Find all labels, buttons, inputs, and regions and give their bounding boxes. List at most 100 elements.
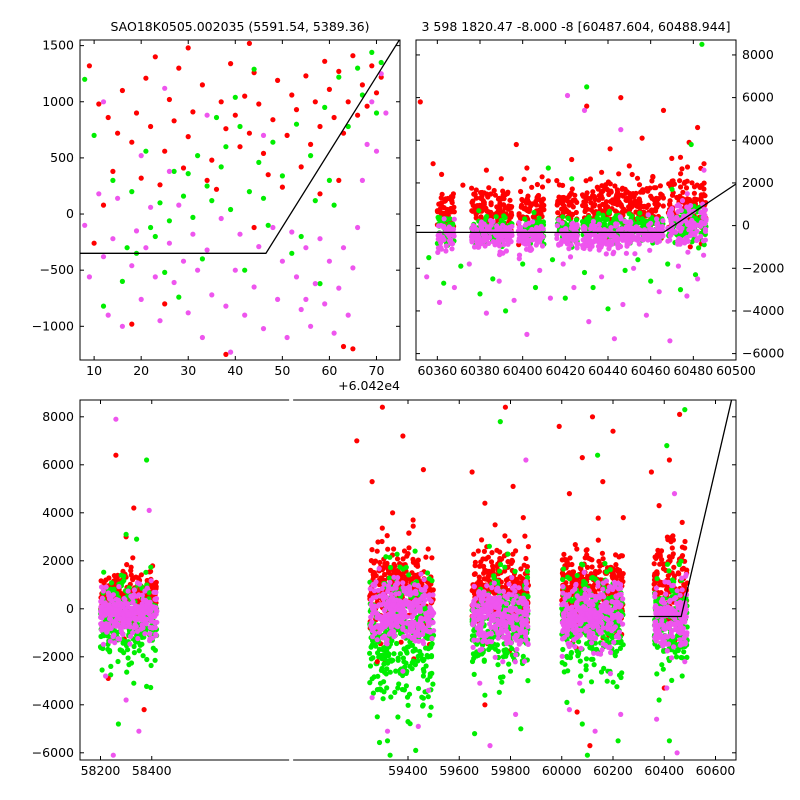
data-point [701,167,707,173]
data-point [115,130,121,136]
data-point [481,658,487,664]
data-point [669,677,675,684]
data-point [539,200,545,206]
data-point [355,112,361,118]
data-point [572,225,578,231]
data-point [589,232,595,238]
data-point [657,183,664,189]
data-point [384,685,390,691]
data-point [152,233,158,240]
data-point [677,241,683,247]
data-point [232,267,238,273]
data-point [331,202,337,208]
data-point [326,86,332,92]
data-point [260,195,267,201]
data-point [289,92,295,98]
data-point [648,278,654,284]
data-point [509,223,515,229]
data-point [378,71,384,77]
data-point [574,241,580,247]
data-point [673,654,680,660]
data-point [195,153,201,159]
data-point [583,178,589,184]
data-point [481,570,487,576]
data-point [379,575,385,581]
data-point [586,214,592,220]
data-point [289,229,295,235]
data-point [604,569,610,575]
data-point [144,577,150,584]
data-point [412,647,418,653]
data-point [379,538,385,545]
data-point [507,214,514,220]
data-point [660,666,666,672]
data-point [350,346,356,352]
data-point [118,591,124,597]
data-point [185,134,191,140]
data-point [185,171,191,177]
data-point [381,565,387,571]
data-point [400,556,406,562]
data-point [382,571,388,578]
data-point [377,559,383,566]
data-point [232,112,238,118]
data-point [322,58,328,64]
data-point [204,177,210,183]
data-point [410,523,416,529]
data-point [584,564,591,571]
data-point [642,227,648,233]
data-point [485,554,491,560]
data-point [608,633,615,640]
data-point [634,175,641,181]
data-point [153,584,159,590]
data-point [556,197,562,203]
data-point [251,224,257,231]
data-point [256,101,262,107]
data-point [501,202,507,208]
data-point [665,261,671,267]
data-point [135,575,141,581]
data-point [590,656,596,662]
y-tick-label: −2000 [742,260,784,275]
data-point [400,571,406,577]
data-point [336,285,342,291]
data-point [566,246,572,252]
data-point [129,189,135,195]
data-point [606,246,612,252]
data-point [679,225,685,232]
data-point [651,561,657,567]
x-tick-label: 40 [227,363,243,378]
data-point [413,562,419,568]
data-point [671,564,677,570]
data-point [157,200,163,206]
data-point [676,571,682,577]
data-point [654,644,661,650]
data-point [96,101,102,107]
data-point [649,237,655,244]
data-point [367,663,374,669]
data-point [696,245,702,251]
data-point [369,49,375,56]
data-point [359,82,365,88]
data-point [139,641,145,647]
data-point [579,688,586,694]
data-point [531,233,537,239]
data-point [518,204,524,210]
data-point [677,154,684,160]
data-point [612,183,618,189]
data-point [639,188,645,194]
data-point [650,173,656,180]
data-point [474,203,480,209]
data-point [82,76,88,82]
data-point [507,234,513,240]
data-point [127,641,133,647]
data-point [554,231,560,238]
data-point [385,660,391,666]
data-point [412,662,418,668]
data-point [418,652,424,658]
data-point [627,219,634,225]
data-point [406,530,412,536]
data-point [190,231,196,237]
data-point [162,85,168,91]
